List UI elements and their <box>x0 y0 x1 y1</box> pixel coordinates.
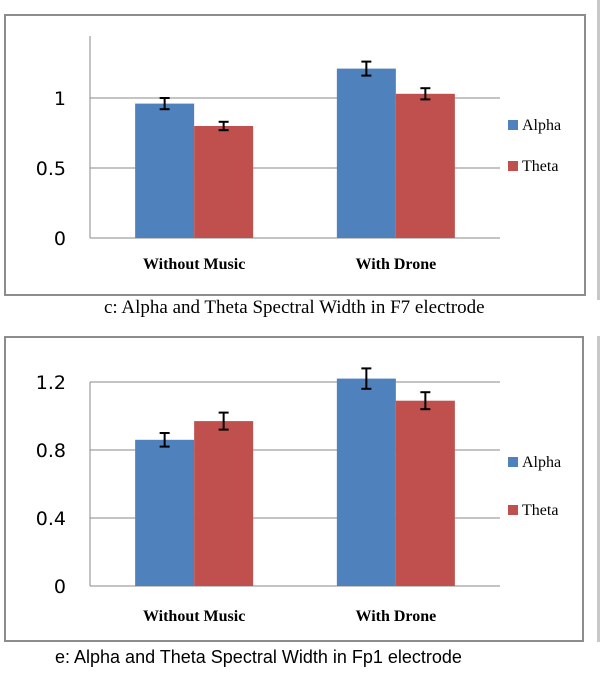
y-tick-label: 0 <box>54 228 66 250</box>
bar-theta <box>395 93 455 238</box>
bar-alpha <box>336 378 396 586</box>
x-category-label: Without Music <box>143 256 245 273</box>
x-category-label: Without Music <box>143 608 245 625</box>
y-tick-label: 1.2 <box>36 372 66 394</box>
legend-swatch-theta <box>508 505 518 515</box>
y-tick-label: 0.5 <box>36 158 66 180</box>
x-category-label: With Drone <box>355 256 436 273</box>
chart-panel-c: 0 0.5 1 Without Music With Drone Alpha Theta <box>4 14 586 296</box>
legend-label-theta: Theta <box>522 502 558 519</box>
chart-e-svg: 0 0.4 0.8 1.2 Without Music With Drone Alpha Th… <box>36 367 561 625</box>
y-tick-label: 0 <box>54 576 66 598</box>
bar-alpha <box>336 68 396 238</box>
bar-theta <box>194 421 254 586</box>
bar-alpha <box>135 103 195 238</box>
bar-theta <box>194 126 254 238</box>
right-edge-line <box>597 336 600 642</box>
y-tick-label: 1 <box>54 88 66 110</box>
right-edge-line <box>597 0 600 300</box>
x-category-label: With Drone <box>355 608 436 625</box>
caption-e: e: Alpha and Theta Spectral Width in Fp1… <box>55 647 462 667</box>
chart-c-svg: 0 0.5 1 Without Music With Drone Alpha Theta <box>36 36 561 273</box>
bar-alpha <box>135 439 195 586</box>
legend-swatch-alpha <box>508 120 518 130</box>
legend-label-theta: Theta <box>522 158 558 175</box>
y-tick-label: 0.4 <box>36 508 66 530</box>
legend-label-alpha: Alpha <box>522 117 561 134</box>
legend-label-alpha: Alpha <box>522 454 561 471</box>
legend-swatch-alpha <box>508 457 518 467</box>
caption-c: c: Alpha and Theta Spectral Width in F7 … <box>104 297 485 318</box>
chart-panel-e: 0 0.4 0.8 1.2 Without Music With Drone Alpha Th… <box>4 336 584 642</box>
bar-theta <box>395 400 455 586</box>
y-tick-label: 0.8 <box>36 440 66 462</box>
legend-swatch-theta <box>508 161 518 171</box>
